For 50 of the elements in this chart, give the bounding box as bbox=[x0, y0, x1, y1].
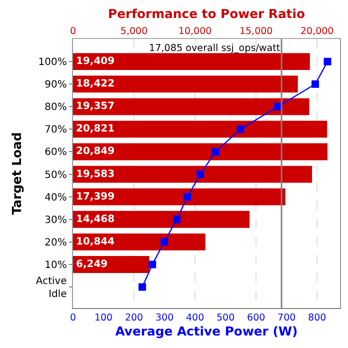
x-tick-label: 400 bbox=[186, 312, 204, 324]
point bbox=[148, 260, 156, 268]
point bbox=[196, 170, 204, 178]
point bbox=[312, 80, 320, 88]
point bbox=[236, 125, 244, 133]
point bbox=[184, 193, 192, 201]
data-label: 6,249 bbox=[76, 258, 108, 270]
y-tick-label: 40% bbox=[44, 192, 67, 204]
x2-tick-label: 10,000 bbox=[178, 26, 212, 38]
data-label: 17,399 bbox=[76, 191, 115, 202]
y-tick-label: 90% bbox=[44, 80, 67, 91]
y-tick-label: 60% bbox=[44, 147, 67, 158]
x2-tick-label: 0 bbox=[70, 26, 76, 38]
y-axis-title: Target Load bbox=[9, 132, 24, 215]
point bbox=[173, 216, 180, 224]
ref-line-label: 17,085 overall ssj_ops/watt bbox=[149, 43, 280, 54]
y-tick-label: 70% bbox=[44, 124, 67, 136]
y-tick-label: 20% bbox=[44, 237, 67, 248]
data-label: 14,468 bbox=[76, 214, 115, 225]
data-label: 19,583 bbox=[76, 168, 115, 180]
point bbox=[212, 148, 220, 156]
x2-tick-label: 20,000 bbox=[300, 26, 334, 38]
x-tick-label: 600 bbox=[247, 312, 266, 324]
x2-axis-title: Performance to Power Ratio bbox=[108, 6, 305, 22]
y-tick-label: 80% bbox=[44, 102, 67, 114]
data-label: 10,844 bbox=[76, 236, 115, 248]
data-label: 20,849 bbox=[76, 146, 115, 158]
x2-tick-label: 15,000 bbox=[239, 26, 273, 38]
x-tick-label: 800 bbox=[308, 312, 326, 324]
x2-tick-label: 5,000 bbox=[120, 26, 148, 38]
point bbox=[274, 102, 282, 110]
x-tick-label: 0 bbox=[70, 312, 76, 324]
x-tick-label: 100 bbox=[94, 312, 113, 324]
x-tick-label: 200 bbox=[124, 312, 144, 324]
x-axis-title: Average Active Power (W) bbox=[115, 324, 298, 339]
point bbox=[138, 283, 146, 291]
y-tick-label: 10% bbox=[44, 260, 67, 271]
y-tick-label: 100% bbox=[38, 57, 67, 68]
data-label: 18,422 bbox=[76, 78, 115, 90]
x-tick-label: 300 bbox=[155, 312, 174, 324]
y-tick-label: Active Idle bbox=[36, 276, 67, 300]
point bbox=[324, 58, 332, 66]
x-tick-label: 700 bbox=[278, 312, 296, 324]
data-label: 19,357 bbox=[76, 101, 115, 112]
data-label: 20,821 bbox=[76, 124, 115, 135]
y-tick-label: 50% bbox=[44, 170, 67, 181]
x-tick-label: 500 bbox=[216, 312, 235, 324]
y-tick-label: 30% bbox=[44, 214, 67, 226]
point bbox=[160, 238, 168, 246]
data-label: 19,409 bbox=[76, 56, 115, 68]
